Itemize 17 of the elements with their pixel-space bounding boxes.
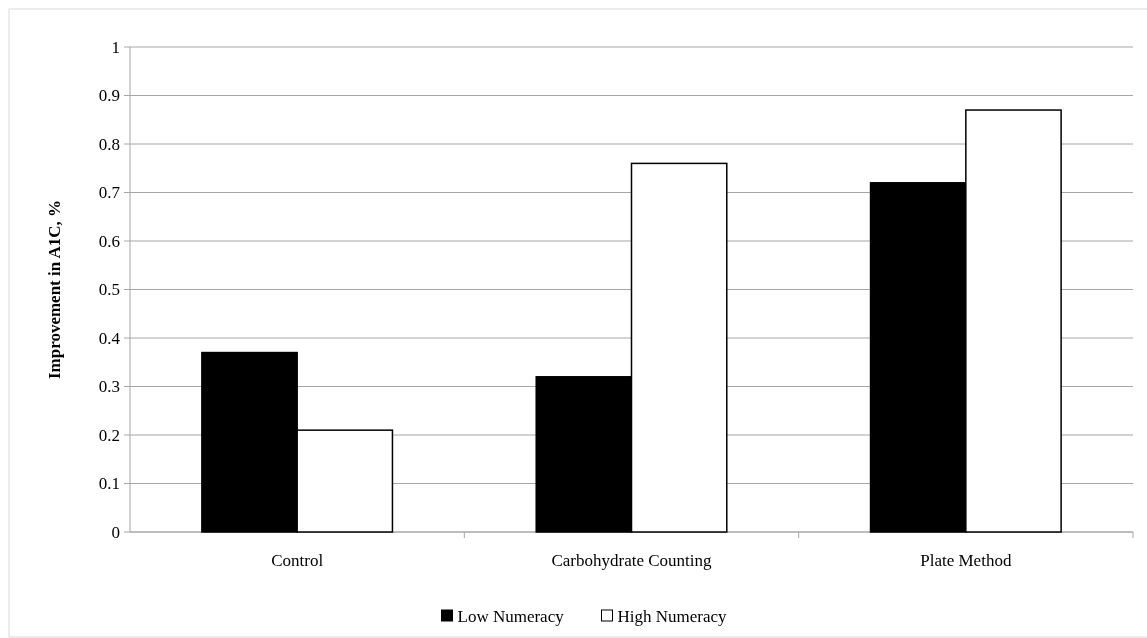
y-tick-label: 0.5 — [98, 280, 120, 300]
x-tick-label: Plate Method — [920, 551, 1012, 570]
y-tick-label: 0 — [111, 522, 120, 542]
y-tick-label: 0.1 — [98, 474, 120, 494]
x-tick-label: Control — [271, 551, 324, 570]
legend-label: High Numeracy — [617, 606, 728, 626]
y-tick-label: 1 — [111, 37, 120, 57]
y-tick-label: 0.7 — [98, 183, 121, 203]
y-axis-title: Improvement in A1C, % — [45, 199, 64, 380]
legend-label: Low Numeracy — [457, 606, 565, 626]
y-tick-label: 0.9 — [98, 86, 120, 106]
x-tick-label: Carbohydrate Counting — [551, 551, 713, 570]
y-tick-label: 0.4 — [98, 328, 121, 348]
y-tick-label: 0.2 — [98, 425, 120, 445]
y-tick-label: 0.3 — [98, 377, 120, 397]
y-tick-label: 0.8 — [98, 134, 120, 154]
y-tick-label: 0.6 — [98, 231, 120, 251]
